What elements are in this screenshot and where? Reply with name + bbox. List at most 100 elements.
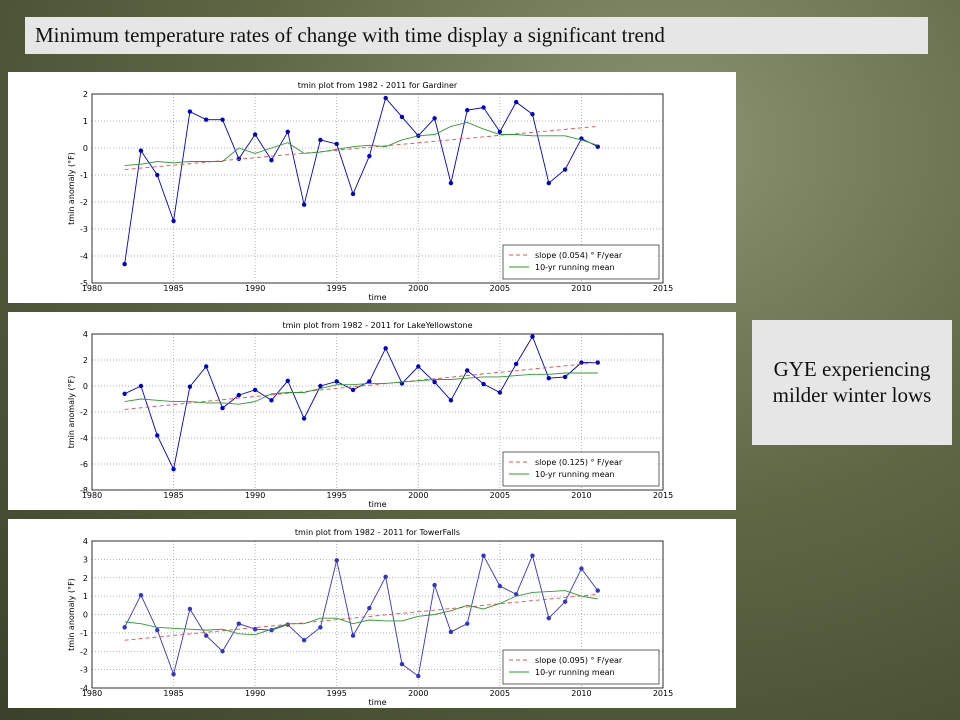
x-tick-label: 2015 [653,284,673,293]
series-line [124,590,598,636]
data-point [383,574,388,580]
y-tick-label: -5 [80,279,88,288]
x-tick-label: 2010 [571,491,591,500]
data-point [187,384,193,389]
data-point [481,105,486,110]
legend-box [502,244,660,280]
data-point [367,379,372,384]
data-point [513,361,519,367]
chart: tmin plot from 1982 - 2011 for Gardiner t… [8,72,736,303]
data-point [301,638,307,643]
y-axis-label: tmin anomaly (°F) [67,376,76,449]
y-tick-label: 4 [83,537,88,546]
y-axis-label: tmin anomaly (°F) [67,152,76,225]
data-point [546,180,551,186]
data-point [530,334,535,339]
data-point [595,144,600,149]
data-point [416,364,421,369]
plot-frame [91,93,664,284]
data-point [269,398,274,403]
x-tick-label: 2005 [490,689,510,698]
y-tick-label: 1 [83,117,88,126]
data-point [204,364,209,369]
y-tick-label: -4 [80,434,88,443]
y-tick-label: -2 [80,198,88,207]
data-point [269,157,274,163]
side-note: GYE experiencing milder winter lows [752,320,952,445]
y-tick-label: 0 [83,611,88,620]
data-point [465,621,470,626]
plot-frame [91,540,664,689]
data-point [350,191,356,197]
y-tick-label: 2 [83,574,88,583]
data-point [497,390,503,395]
x-tick-label: 2010 [571,689,591,698]
plot-frame [91,333,664,491]
y-tick-label: -3 [80,225,88,234]
data-point [546,376,551,381]
data-point [595,588,600,593]
data-point [513,99,519,105]
data-point [432,116,437,121]
data-point [350,633,356,638]
data-point [497,583,503,589]
data-point [367,605,372,611]
y-tick-label: 3 [83,555,88,564]
y-tick-label: -3 [80,666,88,675]
data-point [562,167,568,172]
data-point [334,379,339,384]
y-tick-label: -8 [80,486,88,495]
y-tick-label: -1 [80,171,88,180]
data-point [595,360,600,365]
chart: tmin plot from 1982 - 2011 for TowerFall… [8,519,736,708]
data-point [155,172,160,178]
data-point [138,383,144,389]
data-point [399,114,405,120]
y-tick-label: 0 [83,382,88,391]
data-point [481,381,486,387]
x-tick-label: 2015 [653,689,673,698]
data-point [432,379,437,385]
data-point [171,672,176,677]
data-point [383,95,388,101]
legend-label: slope (0.054) ° F/year [535,251,623,260]
data-point [122,625,127,630]
data-point [285,129,290,134]
legend-label: slope (0.095) ° F/year [535,656,623,665]
data-point [416,673,421,679]
data-point [562,374,568,380]
data-point [367,153,372,159]
data-point [448,629,454,635]
data-point [465,108,470,113]
data-point [252,387,258,393]
y-axis-label: tmin anomaly (°F) [67,578,76,651]
x-tick-label: 1990 [245,284,265,293]
legend-label: 10-yr running mean [535,668,615,677]
data-point [318,137,323,143]
series-line [124,97,598,265]
data-point [187,606,193,612]
x-tick-label: 1985 [163,689,183,698]
data-point [399,661,405,667]
series-line [124,362,598,410]
x-tick-label: 2005 [490,491,510,500]
y-tick-label: -4 [80,252,88,261]
data-point [138,593,144,598]
data-point [204,633,209,638]
data-point [530,112,535,117]
x-axis-label: time [368,698,386,707]
data-point [155,627,160,633]
data-point [122,391,127,396]
x-tick-label: 1985 [163,491,183,500]
data-point [562,599,568,604]
chart: tmin plot from 1982 - 2011 for LakeYello… [8,312,736,510]
data-point [138,148,144,153]
chart-title: tmin plot from 1982 - 2011 for Gardiner [298,81,458,90]
data-point [513,592,519,597]
data-point [171,467,176,472]
x-tick-label: 1995 [327,491,347,500]
data-point [236,392,242,398]
y-tick-label: -2 [80,408,88,417]
chart-title: tmin plot from 1982 - 2011 for TowerFall… [295,528,460,537]
x-tick-label: 2005 [490,284,510,293]
